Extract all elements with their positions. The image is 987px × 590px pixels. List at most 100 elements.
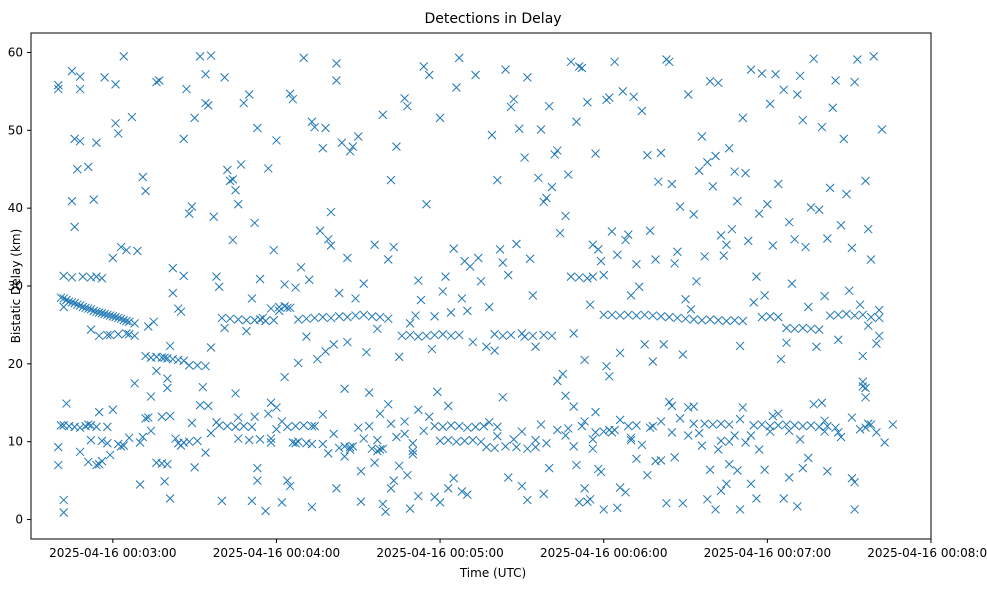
detection-point [413,405,423,415]
detection-point [683,90,693,99]
detection-point [130,319,139,328]
detection-point [681,294,690,304]
detection-point [217,313,227,323]
detection-point [345,445,355,454]
detection-point [89,306,99,316]
detection-point [566,57,576,67]
detection-point [127,112,137,122]
detection-point [623,421,633,431]
detection-point [823,234,832,243]
detection-point [163,383,172,393]
detection-point [585,300,595,310]
detection-point [272,424,281,434]
detection-point [757,69,767,78]
detection-point [738,316,748,326]
detection-point [615,483,625,492]
detection-point [81,303,90,313]
y-tick-label: 10 [8,435,23,449]
detection-point [356,466,366,476]
detection-point [220,73,229,82]
detection-point [334,312,344,321]
detection-point [722,316,731,326]
detection-point [730,167,739,176]
detection-point [179,356,189,366]
detection-point [438,422,448,432]
detection-point [356,497,366,506]
detection-point [853,55,862,64]
detection-point [749,297,759,307]
detection-point [59,271,69,281]
detection-point [798,463,808,473]
detection-point [512,239,521,249]
detection-point [713,78,723,88]
detection-point [463,490,472,499]
detection-point [103,330,112,340]
detection-point [179,271,189,281]
detection-point [640,310,649,320]
detection-point [92,307,101,317]
detection-point [596,256,606,266]
points-layer [53,51,898,517]
detection-point [383,255,393,264]
detection-point [561,211,570,221]
detection-point [539,197,549,207]
detection-point [152,77,161,87]
detection-point [435,498,445,507]
detection-point [553,146,562,155]
detection-point [452,83,461,92]
detection-point [487,130,497,140]
detection-point [373,446,382,456]
detection-point [293,315,303,324]
detection-point [250,218,259,228]
detection-point [430,421,439,431]
detection-point [640,340,649,349]
detection-point [285,303,295,313]
detection-point [861,383,870,393]
detection-point [741,438,750,447]
detection-point [143,322,153,331]
detection-point [694,166,704,176]
detection-point [233,434,243,443]
detection-point [228,235,238,245]
detection-point [400,429,409,439]
detection-point [517,329,527,338]
detection-point [623,230,633,239]
detection-point [798,421,808,431]
detection-point [847,473,857,483]
detection-point [689,315,699,324]
detection-point [465,262,475,271]
detection-point [763,199,772,209]
detection-point [501,65,510,74]
detection-point [735,414,745,424]
detection-point [405,319,415,328]
detection-point [103,310,112,320]
detection-point [56,420,66,430]
detection-point [506,330,516,340]
detection-point [583,273,592,283]
y-axis-label: Bistatic Delay (km) [9,229,23,344]
detection-point [62,295,71,305]
detection-point [370,458,379,468]
detection-point [692,276,701,286]
detection-point [383,399,393,409]
detection-point [850,477,859,487]
detection-point [479,421,489,431]
detection-point [247,294,257,303]
detection-point [784,473,794,482]
detection-point [506,102,516,112]
detection-point [449,244,459,253]
detection-point [430,312,439,321]
detection-point [255,435,265,444]
detection-point [190,113,199,123]
detection-point [321,347,330,356]
detection-point [70,298,79,308]
detection-point [509,435,519,444]
detection-point [531,342,540,352]
detection-point [613,250,622,260]
detection-point [528,290,538,300]
detection-point [53,442,63,452]
detection-point [798,323,808,333]
detection-point [874,313,884,323]
detection-point [231,389,240,398]
detection-point [825,311,835,320]
